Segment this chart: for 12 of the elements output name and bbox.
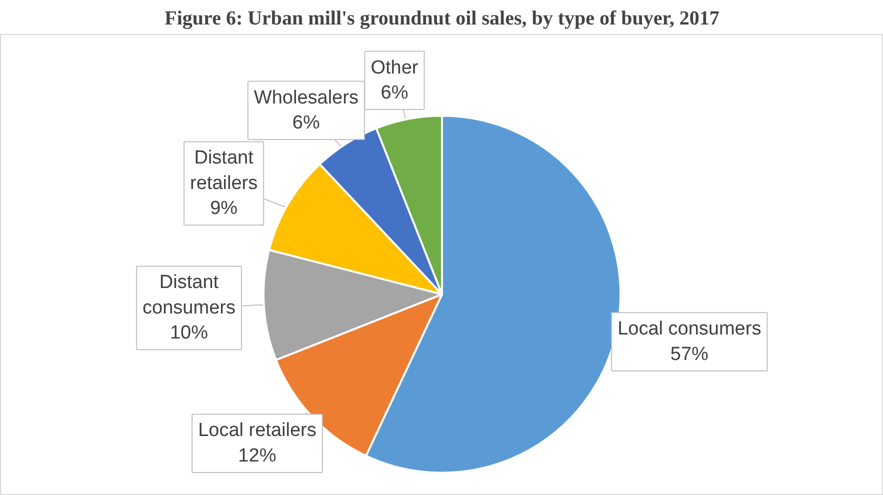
slice-label: Local consumers <box>618 318 762 340</box>
slice-label: Wholesalers <box>254 87 358 108</box>
data-label: 9% <box>210 198 238 220</box>
data-label: 12% <box>238 445 276 466</box>
data-label: 57% <box>670 344 709 365</box>
slice-label: Distant retailers <box>190 148 258 194</box>
chart-title: Figure 6: Urban mill's groundnut oil sales, by type of buyer, 2017 <box>164 8 720 30</box>
data-label: 6% <box>292 112 320 134</box>
slice-label: Other <box>370 57 419 78</box>
data-label: 6% <box>380 82 408 104</box>
slice-label: Distant consumers <box>142 272 236 318</box>
data-label: 10% <box>170 322 208 344</box>
